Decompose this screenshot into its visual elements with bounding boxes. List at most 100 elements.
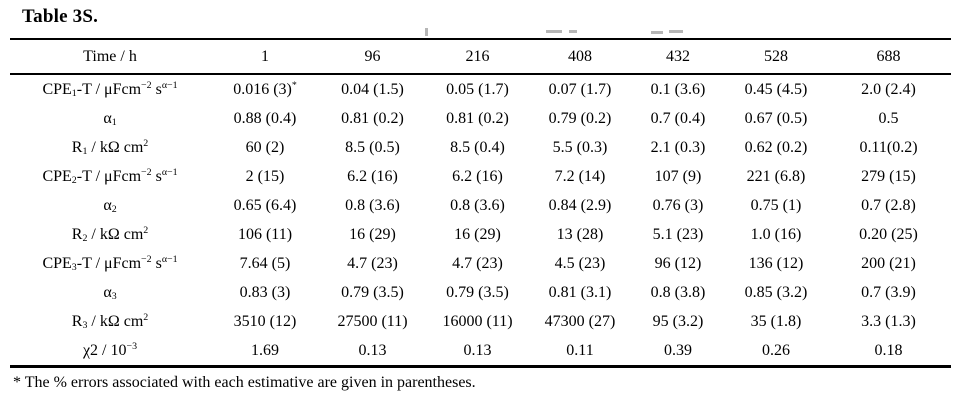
data-cell: 0.26	[762, 341, 790, 359]
data-cell: 0.04 (1.5)	[341, 80, 404, 98]
data-cell: 136 (12)	[748, 254, 804, 272]
table-title: Table 3S.	[22, 6, 99, 27]
data-cell: 0.07 (1.7)	[548, 80, 612, 98]
data-cell: 0.1 (3.6)	[650, 80, 706, 98]
data-cell: 0.13	[463, 341, 492, 359]
data-cell: 6.2 (16)	[347, 167, 398, 185]
data-cell: 0.85 (3.2)	[744, 283, 808, 301]
scan-artifact	[546, 30, 562, 33]
scan-artifact	[669, 30, 683, 33]
col-header-time-528: 528	[726, 39, 826, 75]
data-cell: 0.11	[566, 341, 594, 359]
data-cell: 2.0 (2.4)	[861, 80, 916, 98]
table-row: χ2 / 10−3 1.69 0.13 0.13 0.11 0.39 0.26 0.18	[10, 336, 951, 367]
table-row: α3 0.83 (3) 0.79 (3.5) 0.79 (3.5) 0.81 (3.1)…	[10, 278, 951, 307]
data-cell: 1.0 (16)	[750, 225, 802, 243]
table-row: α1 0.88 (0.4) 0.81 (0.2) 0.81 (0.2) 0.79 (0.…	[10, 104, 951, 133]
table-footnote: * The % errors associated with each esti…	[13, 374, 476, 391]
table-row: CPE2-T / μFcm−2 sα−1 2 (15) 6.2 (16) 6.2 (1…	[10, 162, 951, 191]
data-cell: 13 (28)	[556, 225, 604, 243]
table-row: α2 0.65 (6.4) 0.8 (3.6) 0.8 (3.6) 0.84 (2.9)…	[10, 191, 951, 220]
row-label: CPE2-T / μFcm−2 sα−1	[42, 167, 178, 187]
data-cell: 60 (2)	[245, 138, 285, 156]
table-row: CPE1-T / μFcm−2 sα−1 0.016 (3)* 0.04 (1.5)…	[10, 74, 951, 104]
data-cell: 3510 (12)	[233, 312, 297, 330]
data-cell: 0.8 (3.8)	[650, 283, 706, 301]
col-header-time-216: 216	[425, 39, 530, 75]
data-cell: 0.05 (1.7)	[446, 80, 509, 98]
row-label: α2	[103, 196, 117, 216]
row-label: α1	[103, 109, 117, 129]
data-cell: 106 (11)	[237, 225, 293, 243]
data-cell: 200 (21)	[861, 254, 916, 272]
data-cell: 0.18	[874, 341, 903, 359]
data-cell: 27500 (11)	[337, 312, 408, 330]
row-label: α3	[103, 283, 117, 303]
data-cell: 0.45 (4.5)	[744, 80, 808, 98]
data-cell: 0.5	[878, 109, 899, 127]
data-cell: 95 (3.2)	[652, 312, 704, 330]
data-cell: 5.5 (0.3)	[552, 138, 608, 156]
data-cell: 0.81 (3.1)	[548, 283, 612, 301]
table-row: R2 / kΩ cm2 106 (11) 16 (29) 16 (29) 13 (28)…	[10, 220, 951, 249]
data-cell: 4.7 (23)	[452, 254, 503, 272]
data-cell: 0.7 (3.9)	[861, 283, 916, 301]
table-row: R1 / kΩ cm2 60 (2) 8.5 (0.5) 8.5 (0.4) 5.5 (…	[10, 133, 951, 162]
data-cell: 0.81 (0.2)	[341, 109, 404, 127]
data-cell: 0.67 (0.5)	[744, 109, 808, 127]
data-cell: 0.79 (0.2)	[548, 109, 612, 127]
data-cell: 4.7 (23)	[347, 254, 398, 272]
data-cell: 6.2 (16)	[452, 167, 503, 185]
col-header-time-1: 1	[210, 39, 320, 75]
data-cell: 0.7 (2.8)	[861, 196, 916, 214]
data-cell: 0.81 (0.2)	[446, 109, 509, 127]
data-cell: 5.1 (23)	[652, 225, 704, 243]
col-header-time: Time / h	[10, 39, 210, 75]
row-label: CPE3-T / μFcm−2 sα−1	[42, 254, 178, 274]
data-cell: 2 (15)	[245, 167, 285, 185]
data-cell: 0.83 (3)	[239, 283, 291, 301]
data-cell: 0.8 (3.6)	[345, 196, 400, 214]
col-header-time-432: 432	[630, 39, 726, 75]
table-row: R3 / kΩ cm2 3510 (12) 27500 (11) 16000 (11)…	[10, 307, 951, 336]
data-cell: 0.76 (3)	[652, 196, 704, 214]
col-header-time-96: 96	[320, 39, 425, 75]
data-cell: 0.62 (0.2)	[744, 138, 808, 156]
data-cell: 16 (29)	[349, 225, 396, 243]
scan-artifact	[569, 30, 577, 33]
scan-artifact	[425, 28, 428, 36]
data-cell: 0.8 (3.6)	[450, 196, 505, 214]
data-cell: 1.69	[251, 341, 279, 359]
scan-artifact	[651, 31, 663, 34]
data-cell: 0.75 (1)	[750, 196, 802, 214]
col-header-time-688: 688	[826, 39, 951, 75]
data-cell: 16000 (11)	[442, 312, 513, 330]
row-label: R3 / kΩ cm2	[71, 312, 149, 332]
impedance-fit-table: Time / h 1 96 216 408 432 528 688 CPE1-T / μFcm…	[10, 38, 951, 368]
data-cell: 16 (29)	[454, 225, 501, 243]
data-cell: 3.3 (1.3)	[861, 312, 916, 330]
data-cell: 4.5 (23)	[554, 254, 606, 272]
data-cell: 0.65 (6.4)	[233, 196, 297, 214]
data-cell: 107 (9)	[654, 167, 702, 185]
data-cell: 0.79 (3.5)	[446, 283, 509, 301]
data-cell: 221 (6.8)	[746, 167, 806, 185]
data-cell: 35 (1.8)	[750, 312, 802, 330]
data-cell: 0.13	[358, 341, 387, 359]
data-cell: 7.64 (5)	[239, 254, 291, 272]
data-cell: 0.39	[664, 341, 692, 359]
data-cell: 279 (15)	[861, 167, 916, 185]
data-cell: 0.11(0.2)	[859, 138, 918, 156]
data-cell: 0.7 (0.4)	[650, 109, 706, 127]
row-label: CPE1-T / μFcm−2 sα−1	[42, 80, 178, 100]
row-label: χ2 / 10−3	[82, 341, 138, 359]
data-cell: 0.79 (3.5)	[341, 283, 404, 301]
data-cell: 0.20 (25)	[859, 225, 918, 243]
data-cell: 0.88 (0.4)	[233, 109, 297, 127]
data-cell: 8.5 (0.5)	[345, 138, 400, 156]
row-label: R2 / kΩ cm2	[71, 225, 149, 245]
data-cell: 0.84 (2.9)	[548, 196, 612, 214]
row-label: R1 / kΩ cm2	[71, 138, 149, 158]
data-cell: 0.016 (3)*	[233, 80, 297, 98]
